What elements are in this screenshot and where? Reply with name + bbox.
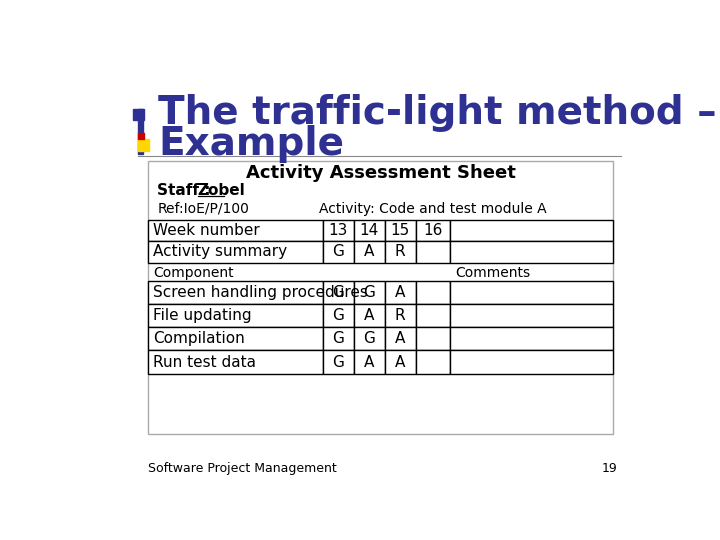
Bar <box>415 241 451 262</box>
Text: Compilation: Compilation <box>153 332 245 347</box>
Bar <box>138 110 143 154</box>
Bar <box>323 350 354 374</box>
Bar <box>451 241 613 262</box>
Bar <box>148 350 323 374</box>
Text: Activity Assessment Sheet: Activity Assessment Sheet <box>246 164 516 183</box>
Bar <box>415 327 451 350</box>
Bar <box>451 220 613 241</box>
Text: Zobel: Zobel <box>198 183 246 198</box>
Bar <box>384 350 415 374</box>
Bar <box>133 110 144 120</box>
Bar <box>451 304 613 327</box>
Text: G: G <box>363 332 375 347</box>
Text: A: A <box>364 355 374 369</box>
Bar <box>148 220 323 241</box>
Text: Component: Component <box>153 266 233 280</box>
Text: 13: 13 <box>328 223 348 238</box>
Bar <box>384 281 415 304</box>
Bar <box>323 281 354 304</box>
Text: 19: 19 <box>601 462 617 475</box>
Bar <box>138 132 144 139</box>
Bar <box>148 327 323 350</box>
Text: Run test data: Run test data <box>153 355 256 369</box>
Text: A: A <box>395 355 405 369</box>
Text: A: A <box>395 285 405 300</box>
Bar <box>384 304 415 327</box>
Text: A: A <box>395 332 405 347</box>
Bar <box>354 350 384 374</box>
Text: Activity: Code and test module A: Activity: Code and test module A <box>319 202 546 216</box>
Text: Activity summary: Activity summary <box>153 245 287 259</box>
Bar <box>323 327 354 350</box>
Text: Staff :: Staff : <box>158 183 216 198</box>
Bar <box>415 350 451 374</box>
Bar <box>354 241 384 262</box>
Bar <box>354 327 384 350</box>
Bar <box>415 281 451 304</box>
Text: G: G <box>332 355 344 369</box>
Bar <box>148 241 323 262</box>
Bar <box>323 241 354 262</box>
Bar <box>451 281 613 304</box>
Bar <box>384 241 415 262</box>
Text: 15: 15 <box>390 223 410 238</box>
Bar <box>323 220 354 241</box>
Bar <box>415 220 451 241</box>
Bar <box>451 327 613 350</box>
Text: The traffic-light method –: The traffic-light method – <box>158 94 717 132</box>
Text: Screen handling procedures: Screen handling procedures <box>153 285 368 300</box>
Bar <box>148 304 323 327</box>
Text: G: G <box>332 308 344 323</box>
Text: G: G <box>332 332 344 347</box>
Bar <box>354 220 384 241</box>
Text: G: G <box>332 285 344 300</box>
Text: Example: Example <box>158 125 344 163</box>
Text: File updating: File updating <box>153 308 251 323</box>
Bar <box>384 327 415 350</box>
Text: G: G <box>363 285 375 300</box>
Bar <box>415 304 451 327</box>
Text: R: R <box>395 308 405 323</box>
Text: G: G <box>332 245 344 259</box>
Bar <box>451 350 613 374</box>
Text: Comments: Comments <box>455 266 530 280</box>
Bar <box>354 304 384 327</box>
Bar <box>148 281 323 304</box>
Text: 16: 16 <box>423 223 443 238</box>
Bar <box>323 304 354 327</box>
Text: Software Project Management: Software Project Management <box>148 462 337 475</box>
Text: R: R <box>395 245 405 259</box>
Text: A: A <box>364 245 374 259</box>
Bar <box>148 161 613 434</box>
Text: Ref:IoE/P/100: Ref:IoE/P/100 <box>158 202 249 216</box>
Bar <box>138 139 149 151</box>
Bar <box>354 281 384 304</box>
Text: A: A <box>364 308 374 323</box>
Text: 14: 14 <box>359 223 379 238</box>
Text: Week number: Week number <box>153 223 259 238</box>
Bar <box>384 220 415 241</box>
